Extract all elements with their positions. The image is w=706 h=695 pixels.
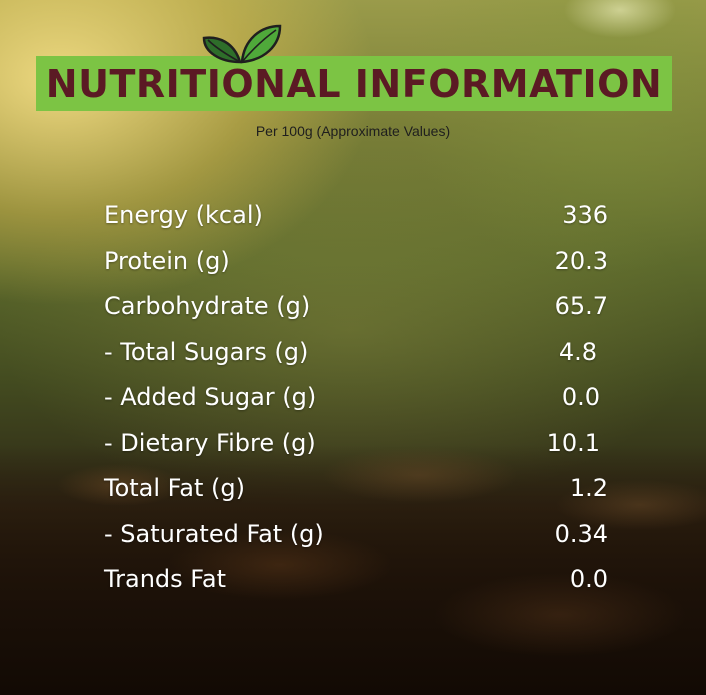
light-flare: [560, 0, 706, 60]
title-banner: NUTRITIONAL INFORMATION: [36, 56, 672, 111]
nutrient-value: 0.0: [569, 565, 608, 593]
nutrient-label: - Total Sugars (g): [104, 338, 309, 366]
nutrient-label: - Dietary Fibre (g): [104, 429, 316, 457]
nutrient-row-trans-fat: Trands Fat 0.0: [0, 565, 706, 605]
nutrient-label: Total Fat (g): [104, 474, 245, 502]
nutrient-value: 4.8: [558, 338, 597, 366]
soil-foreground: [0, 445, 706, 695]
nutrient-row-saturated-fat: - Saturated Fat (g) 0.34: [0, 520, 706, 560]
nutrient-label: Energy (kcal): [104, 201, 263, 229]
nutrient-row-dietary-fibre: - Dietary Fibre (g) 10.1: [0, 429, 706, 469]
nutrient-value: 0.34: [554, 520, 608, 548]
serving-basis-note: Per 100g (Approximate Values): [255, 123, 451, 139]
nutrient-value: 10.1: [546, 429, 600, 457]
nutrient-row-total-sugars: - Total Sugars (g) 4.8: [0, 338, 706, 378]
nutrient-row-energy: Energy (kcal) 336: [0, 201, 706, 241]
nutrient-row-added-sugar: - Added Sugar (g) 0.0: [0, 383, 706, 423]
nutrient-row-total-fat: Total Fat (g) 1.2: [0, 474, 706, 514]
two-leaves-icon: [202, 24, 282, 64]
nutrient-label: Protein (g): [104, 247, 230, 275]
nutrient-label: - Saturated Fat (g): [104, 520, 324, 548]
nutrient-value: 0.0: [561, 383, 600, 411]
nutrient-value: 336: [562, 201, 608, 229]
nutrient-label: - Added Sugar (g): [104, 383, 317, 411]
nutrient-label: Trands Fat: [104, 565, 227, 593]
page-title: NUTRITIONAL INFORMATION: [45, 62, 663, 106]
nutrient-value: 1.2: [569, 474, 608, 502]
nutrient-row-protein: Protein (g) 20.3: [0, 247, 706, 287]
nutrient-label: Carbohydrate (g): [104, 292, 311, 320]
nutrient-value: 20.3: [554, 247, 608, 275]
nutrient-row-carbohydrate: Carbohydrate (g) 65.7: [0, 292, 706, 332]
nutrient-value: 65.7: [554, 292, 608, 320]
